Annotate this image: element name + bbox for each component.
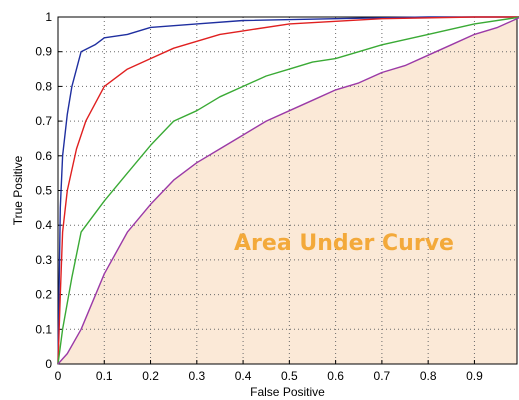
tick-layer: 0 0.1 0.2 0.3 0.4 0.5 0.6 0.7 0.8 0.9 0 0.1 0.2 0.3 0.… <box>35 10 483 383</box>
y-tick-label: 0.7 <box>35 114 52 128</box>
series-layer <box>57 16 519 365</box>
x-tick-label: 0.4 <box>235 369 252 383</box>
y-tick-label: 0.5 <box>35 184 52 198</box>
x-tick-label: 0.2 <box>142 369 159 383</box>
y-tick-label: 0.2 <box>35 288 52 302</box>
grid-layer <box>58 17 517 364</box>
area-layer <box>58 17 519 364</box>
y-tick-label: 0.4 <box>35 218 52 232</box>
y-axis-title: True Positive <box>11 155 25 225</box>
x-tick-label: 0.5 <box>281 369 298 383</box>
y-tick-label: 0.9 <box>35 45 52 59</box>
roc-curve-2 <box>57 16 519 365</box>
y-tick-label: 1 <box>45 10 52 24</box>
x-tick-label: 0.6 <box>327 369 344 383</box>
x-tick-label: 0.8 <box>420 369 437 383</box>
area-under-curve-annotation: Area Under Curve <box>234 231 454 256</box>
y-tick-label: 0.8 <box>35 79 52 93</box>
x-tick-label: 0.3 <box>188 369 205 383</box>
y-tick-label: 0.6 <box>35 149 52 163</box>
x-tick-label: 0 <box>55 369 62 383</box>
x-axis-title: False Positive <box>250 385 325 399</box>
x-tick-label: 0.9 <box>466 369 483 383</box>
y-tick-label: 0.1 <box>35 322 52 336</box>
roc-curve-4 <box>57 16 519 365</box>
roc-curve-1 <box>57 16 519 365</box>
x-tick-label: 0.1 <box>96 369 113 383</box>
y-tick-label: 0.3 <box>35 253 52 267</box>
y-tick-label: 0 <box>45 357 52 371</box>
roc-curve-3 <box>57 16 519 365</box>
area-under-curve-fill <box>58 17 519 364</box>
x-tick-label: 0.7 <box>374 369 391 383</box>
